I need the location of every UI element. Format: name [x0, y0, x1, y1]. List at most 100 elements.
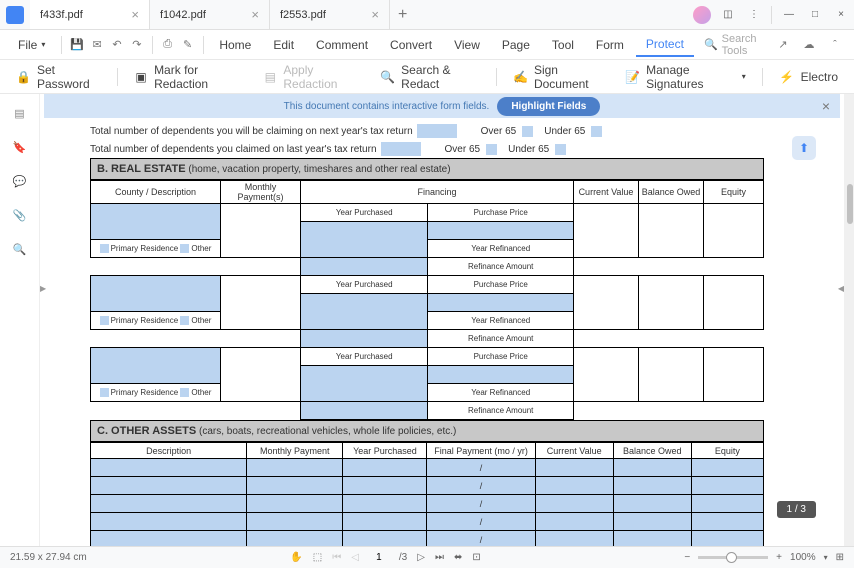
- banner-close-icon[interactable]: ×: [822, 98, 830, 114]
- menu-comment[interactable]: Comment: [306, 34, 378, 56]
- over65-checkbox-2[interactable]: [486, 144, 497, 155]
- upload-button[interactable]: ⬆: [792, 136, 816, 160]
- other-checkbox-2[interactable]: [180, 316, 189, 325]
- scroll-thumb[interactable]: [847, 184, 853, 224]
- hand-tool-icon[interactable]: ✋: [290, 552, 302, 563]
- yp-cell-1[interactable]: [301, 222, 428, 258]
- search-tools[interactable]: 🔍 Search Tools: [704, 33, 770, 57]
- yp-label: Year Purchased: [301, 204, 428, 222]
- electronic-button[interactable]: ⚡ Electro: [771, 65, 846, 89]
- section-c-header: C. OTHER ASSETS (cars, boats, recreation…: [90, 420, 764, 442]
- ai-icon[interactable]: [693, 6, 711, 24]
- undo-icon[interactable]: ↶: [108, 34, 126, 56]
- pp-cell-1[interactable]: [428, 222, 574, 240]
- dependents-next-input[interactable]: [417, 124, 457, 138]
- fullscreen-icon[interactable]: ⊞: [836, 552, 844, 563]
- print-icon[interactable]: ⎙: [159, 34, 177, 56]
- comment-panel-icon[interactable]: 💬: [9, 170, 31, 192]
- redo-icon[interactable]: ↷: [128, 34, 146, 56]
- primary-checkbox-3[interactable]: [100, 388, 109, 397]
- bookmark-icon[interactable]: 🔖: [9, 136, 31, 158]
- maximize-button[interactable]: □: [802, 0, 828, 30]
- select-tool-icon[interactable]: ⬚: [313, 552, 322, 563]
- asset-row: /: [91, 459, 764, 477]
- file-menu[interactable]: File▾: [8, 34, 55, 56]
- dependents-next-label: Total number of dependents you will be c…: [90, 126, 413, 137]
- app-icon[interactable]: [0, 0, 30, 30]
- col-current-c: Current Value: [535, 443, 613, 459]
- close-button[interactable]: ×: [828, 0, 854, 30]
- menu-edit[interactable]: Edit: [263, 34, 304, 56]
- highlight-fields-button[interactable]: Highlight Fields: [497, 97, 600, 116]
- equity-cell-1[interactable]: [704, 204, 764, 258]
- close-icon[interactable]: ×: [371, 7, 379, 22]
- tab-f433f[interactable]: f433f.pdf ×: [30, 0, 150, 29]
- apply-redaction-button: ▤ Apply Redaction: [255, 59, 368, 95]
- minimize-button[interactable]: —: [776, 0, 802, 30]
- redact-apply-icon: ▤: [263, 69, 277, 85]
- search-redact-label: Search & Redact: [401, 63, 480, 91]
- other-checkbox-1[interactable]: [180, 244, 189, 253]
- brush-icon[interactable]: ✎: [179, 34, 197, 56]
- mark-redaction-button[interactable]: ▣ Mark for Redaction: [126, 59, 251, 95]
- zoom-value[interactable]: 100%: [790, 552, 816, 563]
- close-icon[interactable]: ×: [251, 7, 259, 22]
- menu-convert[interactable]: Convert: [380, 34, 442, 56]
- close-icon[interactable]: ×: [131, 7, 139, 22]
- county-cell-2[interactable]: [91, 276, 221, 312]
- primary-checkbox-1[interactable]: [100, 244, 109, 253]
- attachment-icon[interactable]: 📎: [9, 204, 31, 226]
- sign-document-button[interactable]: ✍ Sign Document: [505, 59, 613, 95]
- county-cell-3[interactable]: [91, 348, 221, 384]
- apply-redaction-label: Apply Redaction: [283, 63, 360, 91]
- expand-right-icon[interactable]: ◀: [838, 284, 844, 293]
- collapse-icon[interactable]: ˆ: [824, 34, 846, 56]
- menu-protect[interactable]: Protect: [636, 33, 694, 57]
- menu-icon[interactable]: ⋮: [741, 0, 767, 30]
- prev-page-icon[interactable]: ◁: [351, 552, 359, 563]
- tab-f2553[interactable]: f2553.pdf ×: [270, 0, 390, 29]
- first-page-icon[interactable]: ⏮: [332, 552, 341, 563]
- menu-tool[interactable]: Tool: [542, 34, 584, 56]
- manage-signatures-button[interactable]: 📝 Manage Signatures ▾: [617, 59, 754, 95]
- zoom-handle[interactable]: [726, 552, 737, 563]
- monthly-cell-2[interactable]: [221, 276, 301, 330]
- fit-width-icon[interactable]: ⬌: [454, 552, 462, 563]
- menu-home[interactable]: Home: [209, 34, 261, 56]
- current-cell-1[interactable]: [574, 204, 639, 258]
- next-page-icon[interactable]: ▷: [417, 552, 425, 563]
- expand-left-icon[interactable]: ▶: [40, 284, 46, 293]
- save-icon[interactable]: 💾: [68, 34, 86, 56]
- mail-icon[interactable]: ✉: [88, 34, 106, 56]
- tab-f1042[interactable]: f1042.pdf ×: [150, 0, 270, 29]
- cloud-icon[interactable]: ☁: [798, 34, 820, 56]
- page-number-input[interactable]: [369, 552, 389, 563]
- notification-icon[interactable]: ◫: [715, 0, 741, 30]
- zoom-out-icon[interactable]: −: [684, 552, 690, 563]
- over65-checkbox-1[interactable]: [522, 126, 533, 137]
- monthly-cell-1[interactable]: [221, 204, 301, 258]
- menu-page[interactable]: Page: [492, 34, 540, 56]
- last-page-icon[interactable]: ⏭: [435, 552, 444, 563]
- scrollbar[interactable]: [844, 94, 854, 546]
- menu-form[interactable]: Form: [586, 34, 634, 56]
- primary-checkbox-2[interactable]: [100, 316, 109, 325]
- share-icon[interactable]: ↗: [772, 34, 794, 56]
- under65-checkbox-2[interactable]: [555, 144, 566, 155]
- other-checkbox-3[interactable]: [180, 388, 189, 397]
- search-redact-button[interactable]: 🔍 Search & Redact: [372, 59, 488, 95]
- add-tab-button[interactable]: +: [390, 0, 415, 29]
- col-final: Final Payment (mo / yr): [427, 443, 535, 459]
- search-panel-icon[interactable]: 🔍: [9, 238, 31, 260]
- under65-checkbox-1[interactable]: [591, 126, 602, 137]
- menu-view[interactable]: View: [444, 34, 490, 56]
- set-password-button[interactable]: 🔒 Set Password: [8, 59, 109, 95]
- balance-cell-1[interactable]: [639, 204, 704, 258]
- zoom-slider[interactable]: [698, 556, 768, 559]
- page-dimensions: 21.59 x 27.94 cm: [10, 552, 87, 563]
- zoom-in-icon[interactable]: +: [776, 552, 782, 563]
- fit-page-icon[interactable]: ⊡: [472, 552, 480, 563]
- dependents-last-input[interactable]: [381, 142, 421, 156]
- thumbnails-icon[interactable]: ▤: [9, 102, 31, 124]
- county-cell-1[interactable]: [91, 204, 221, 240]
